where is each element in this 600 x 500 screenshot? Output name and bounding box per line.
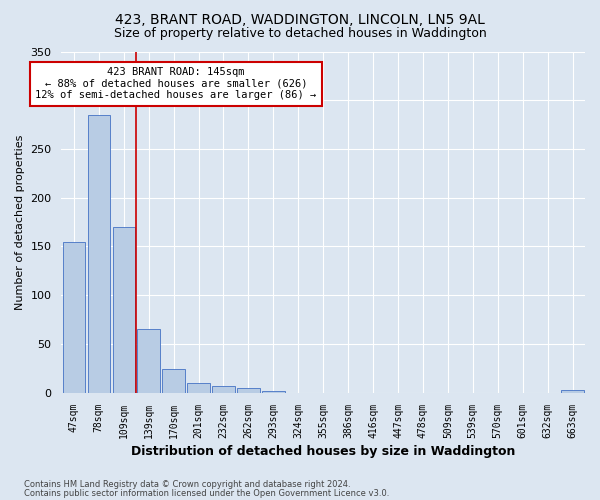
Bar [62,242,85,392]
Text: 423 BRANT ROAD: 145sqm
← 88% of detached houses are smaller (626)
12% of semi-de: 423 BRANT ROAD: 145sqm ← 88% of detached… [35,67,317,100]
X-axis label: Distribution of detached houses by size in Waddington: Distribution of detached houses by size … [131,444,515,458]
Bar [113,227,135,392]
Bar [212,386,235,392]
Text: Size of property relative to detached houses in Waddington: Size of property relative to detached ho… [113,28,487,40]
Y-axis label: Number of detached properties: Number of detached properties [15,134,25,310]
Bar [163,369,185,392]
Text: 423, BRANT ROAD, WADDINGTON, LINCOLN, LN5 9AL: 423, BRANT ROAD, WADDINGTON, LINCOLN, LN… [115,12,485,26]
Bar [137,329,160,392]
Bar [562,390,584,392]
Text: Contains HM Land Registry data © Crown copyright and database right 2024.: Contains HM Land Registry data © Crown c… [24,480,350,489]
Bar [187,383,210,392]
Text: Contains public sector information licensed under the Open Government Licence v3: Contains public sector information licen… [24,489,389,498]
Bar [237,388,260,392]
Bar [88,115,110,392]
Bar [262,390,284,392]
